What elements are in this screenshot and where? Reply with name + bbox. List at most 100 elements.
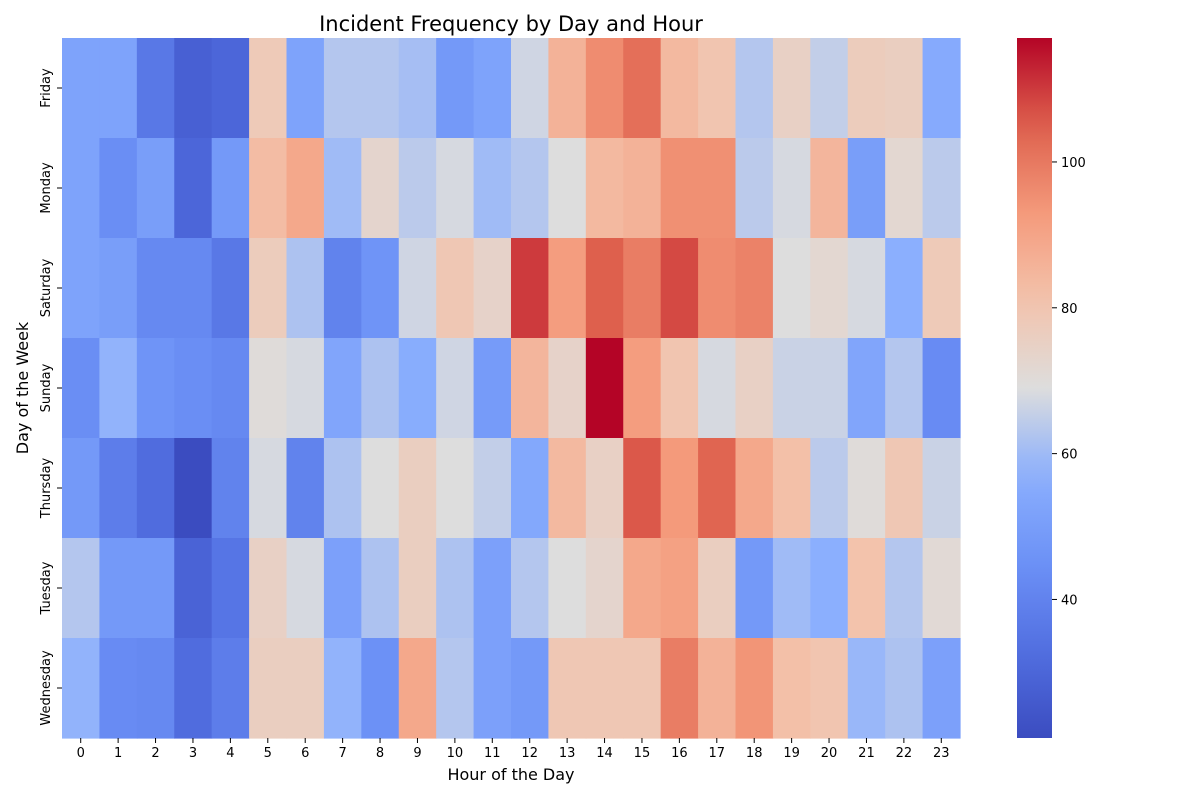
heatmap-cell (698, 438, 737, 539)
heatmap-cell (436, 438, 475, 539)
heatmap-cell (885, 38, 924, 139)
x-tick-label: 18 (746, 746, 763, 761)
heatmap-cell (398, 538, 437, 639)
heatmap-cell (398, 38, 437, 139)
heatmap-cell (735, 238, 774, 339)
colorbar (1017, 38, 1052, 738)
chart-title: Incident Frequency by Day and Hour (319, 12, 703, 36)
heatmap-cell (660, 438, 699, 539)
x-tick-label: 1 (114, 746, 122, 761)
heatmap-cell (660, 338, 699, 439)
heatmap-cell (398, 438, 437, 539)
colorbar-tick-label: 100 (1061, 156, 1086, 171)
heatmap-cell (473, 538, 512, 639)
heatmap-cell (548, 138, 587, 239)
x-tick-label: 5 (264, 746, 272, 761)
heatmap-cell (511, 238, 550, 339)
heatmap-cell (585, 38, 624, 139)
heatmap-cell (62, 138, 101, 239)
heatmap-cell (174, 338, 213, 439)
heatmap-cell (323, 238, 362, 339)
x-tick-label: 8 (376, 746, 384, 761)
heatmap-cell (772, 438, 811, 539)
heatmap-cell (585, 538, 624, 639)
heatmap-cell (511, 538, 550, 639)
heatmap-cell (436, 38, 475, 139)
y-tick-label: Wednesday (39, 650, 54, 726)
colorbar-ticks: 40 60 80 100 (1052, 156, 1086, 608)
heatmap-cell (698, 338, 737, 439)
heatmap-cell (398, 338, 437, 439)
heatmap-cell (810, 638, 849, 739)
heatmap-cell (174, 38, 213, 139)
heatmap-cell (922, 438, 961, 539)
heatmap-cell (585, 638, 624, 739)
heatmap-cell (810, 38, 849, 139)
heatmap-cell (473, 38, 512, 139)
heatmap-cell (211, 138, 250, 239)
heatmap-cell (548, 338, 587, 439)
heatmap-cell (585, 438, 624, 539)
x-tick-label: 6 (301, 746, 309, 761)
x-tick-label: 19 (783, 746, 800, 761)
heatmap-cell (361, 138, 400, 239)
heatmap-cell (810, 138, 849, 239)
heatmap-cell (698, 138, 737, 239)
heatmap-cell (436, 138, 475, 239)
heatmap-cell (623, 538, 662, 639)
heatmap-cell (136, 38, 175, 139)
heatmap-cell (772, 138, 811, 239)
heatmap-cell (885, 638, 924, 739)
heatmap-cell (361, 538, 400, 639)
heatmap-cell (286, 338, 325, 439)
x-tick-label: 23 (933, 746, 950, 761)
heatmap-cell (885, 138, 924, 239)
heatmap-cell (772, 638, 811, 739)
y-tick-label: Saturday (39, 258, 54, 317)
heatmap-cell (735, 38, 774, 139)
heatmap-cell (698, 38, 737, 139)
heatmap-cell (136, 538, 175, 639)
heatmap-cell (249, 138, 288, 239)
x-tick-label: 20 (821, 746, 838, 761)
y-tick-label: Sunday (39, 363, 54, 412)
colorbar-tick-label: 40 (1061, 593, 1078, 608)
heatmap-cell (885, 438, 924, 539)
y-tick-label: Monday (39, 162, 54, 214)
heatmap-cell (772, 38, 811, 139)
x-axis: 0 1 2 3 4 5 6 7 8 9 10 11 12 13 14 15 16 17 18 19 20 21 22 23 (77, 738, 950, 761)
heatmap-cell (922, 38, 961, 139)
heatmap-cell (623, 338, 662, 439)
heatmap-cell (473, 438, 512, 539)
heatmap-cell (99, 338, 138, 439)
heatmap-cell (810, 338, 849, 439)
heatmap-cell (286, 38, 325, 139)
heatmap-cell (660, 238, 699, 339)
heatmap-cell (361, 638, 400, 739)
heatmap-cell (922, 238, 961, 339)
heatmap-cell (660, 638, 699, 739)
heatmap-cell (398, 638, 437, 739)
heatmap-cell (323, 538, 362, 639)
heatmap-cell (511, 338, 550, 439)
heatmap-cell (174, 538, 213, 639)
heatmap-cell (136, 238, 175, 339)
x-tick-label: 3 (189, 746, 197, 761)
y-tick-label: Tuesday (39, 561, 54, 615)
heatmap-cell (361, 238, 400, 339)
heatmap-cell (436, 638, 475, 739)
heatmap-cell (249, 538, 288, 639)
heatmap-cell (211, 438, 250, 539)
x-tick-label: 13 (559, 746, 576, 761)
y-axis: Friday Monday Saturday Sunday Thursday Tuesda… (39, 68, 62, 726)
heatmap-cell (211, 38, 250, 139)
heatmap-cell (847, 638, 886, 739)
heatmap-cell (735, 138, 774, 239)
heatmap-cell (585, 338, 624, 439)
x-tick-label: 11 (484, 746, 501, 761)
heatmap-cell (922, 538, 961, 639)
heatmap-cell (698, 238, 737, 339)
y-tick-label: Thursday (39, 457, 54, 519)
heatmap-cell (511, 138, 550, 239)
